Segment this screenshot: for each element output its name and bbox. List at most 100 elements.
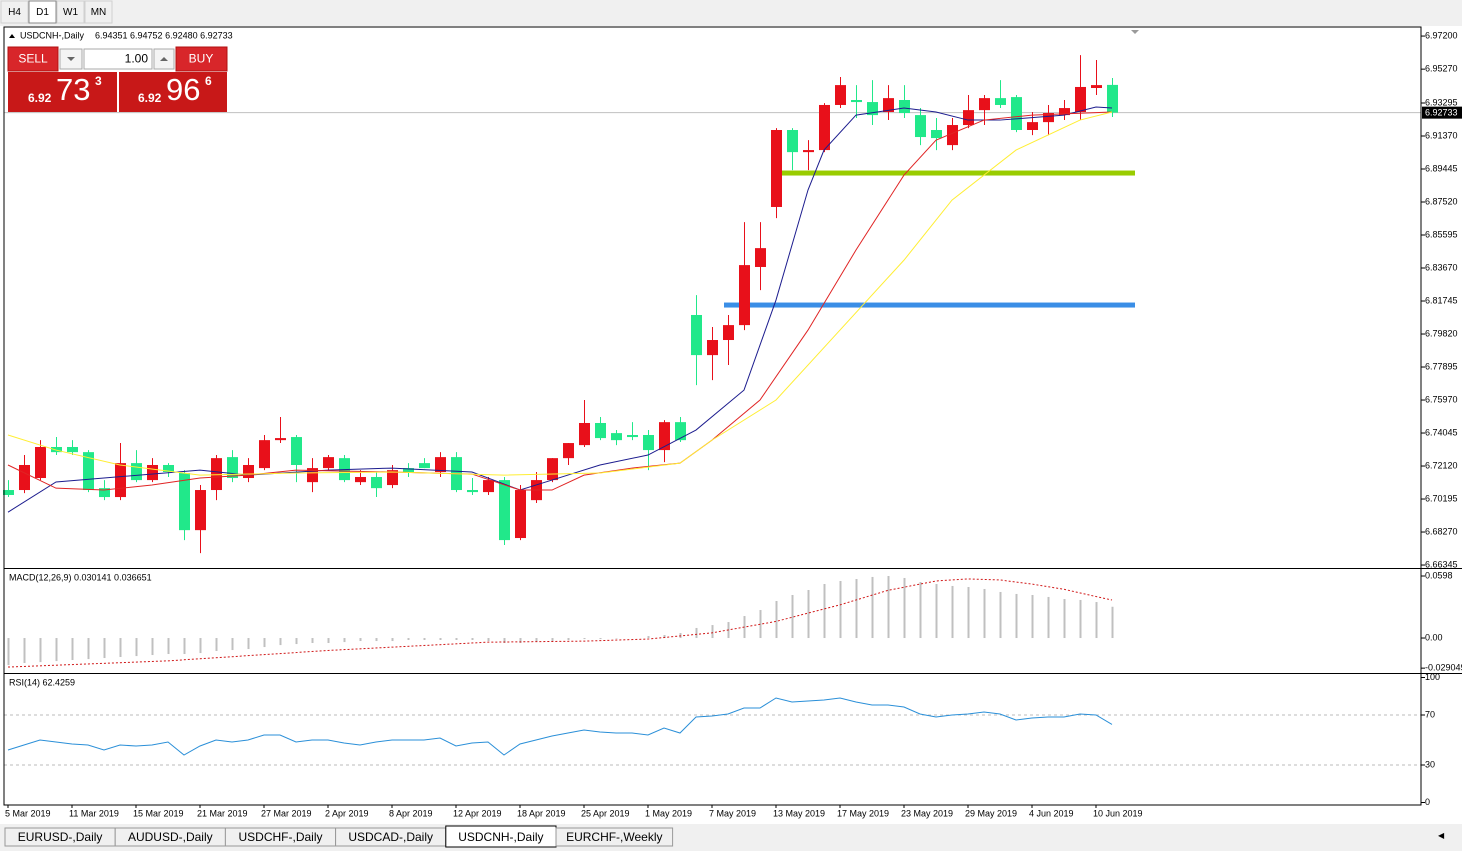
buy-button[interactable] — [175, 46, 228, 72]
timeframe-button[interactable] — [84, 0, 113, 24]
macd-bar — [519, 638, 522, 644]
timeframe-label: H4 — [8, 7, 21, 18]
macd-bar — [327, 638, 330, 644]
sell-price-big: 6.92 — [28, 91, 52, 105]
macd-bar — [775, 601, 778, 639]
indicator-title: MACD(12,26,9) 0.030141 0.036651 — [9, 572, 152, 582]
chart-tab[interactable] — [555, 827, 674, 847]
macd-bar — [295, 638, 298, 645]
candle-body — [195, 490, 206, 531]
x-tick-label: 4 Jun 2019 — [1029, 808, 1074, 818]
y-tick-label: 6.85595 — [1425, 229, 1458, 239]
y-tick-label: 6.93295 — [1425, 97, 1458, 107]
macd-bar — [71, 638, 74, 661]
y-tick-label: 6.72120 — [1425, 460, 1458, 470]
macd-bar — [39, 638, 42, 663]
horizontal-level — [772, 170, 1135, 176]
macd-bar — [823, 583, 826, 639]
timeframe-button[interactable] — [28, 0, 57, 24]
macd-bar — [407, 638, 410, 640]
candle-body — [1091, 85, 1102, 89]
candle-body — [915, 115, 926, 138]
candle-body — [211, 458, 222, 491]
y-tick-label: 70 — [1425, 709, 1435, 719]
macd-bar — [871, 576, 874, 639]
collapse-icon[interactable] — [9, 34, 15, 38]
candle-body — [755, 248, 766, 267]
lot-down-arrow — [67, 57, 75, 61]
macd-bar — [983, 588, 986, 639]
y-tick-label: 100 — [1425, 672, 1440, 682]
macd-bar — [215, 638, 218, 651]
macd-bar — [423, 638, 426, 640]
timeframe-label: MN — [91, 7, 107, 18]
candle-body — [243, 464, 254, 479]
candle-body — [579, 422, 590, 446]
signal-line — [7, 578, 1113, 668]
candle-body — [563, 443, 574, 459]
timeframe-button[interactable] — [0, 0, 29, 24]
y-tick-label: 6.95270 — [1425, 64, 1458, 74]
macd-bar — [183, 638, 186, 654]
candle-body — [675, 422, 686, 441]
candle-body — [1075, 86, 1086, 113]
macd-bar — [743, 616, 746, 639]
candle-body — [83, 452, 94, 491]
candle-body — [355, 476, 366, 483]
candle-body — [1027, 122, 1038, 131]
y-tick-label: -0.029049 — [1425, 663, 1462, 673]
y-tick-label: 0 — [1425, 797, 1430, 807]
macd-bar — [903, 577, 906, 639]
candle-body — [147, 464, 158, 481]
ohlc-values: 6.94351 6.94752 6.92480 6.92733 — [95, 30, 233, 40]
candle-body — [595, 422, 606, 439]
candle-body — [1043, 113, 1054, 123]
macd-bar — [503, 638, 506, 644]
macd-bar — [1015, 593, 1018, 639]
candle-body — [547, 458, 558, 481]
candle-body — [739, 265, 750, 326]
y-tick-label: 6.87520 — [1425, 196, 1458, 206]
lot-input[interactable] — [83, 48, 153, 70]
sell-price-pips: 73 — [56, 72, 90, 107]
sell-price-box[interactable] — [8, 72, 117, 112]
candle-body — [307, 468, 318, 483]
candle-body — [499, 480, 510, 541]
macd-bar — [471, 638, 474, 640]
candle-body — [931, 130, 942, 139]
macd-bar — [55, 638, 58, 662]
candle-body — [867, 102, 878, 116]
candle-body — [1011, 97, 1022, 131]
candle-body — [883, 98, 894, 113]
buy-price-point: 6 — [205, 74, 212, 88]
candle-body — [659, 422, 670, 451]
x-tick-label: 15 Mar 2019 — [133, 808, 184, 818]
timeframe-button[interactable] — [56, 0, 85, 24]
x-tick-label: 25 Apr 2019 — [581, 808, 630, 818]
macd-bar — [711, 625, 714, 639]
lot-up-arrow — [160, 57, 168, 61]
candle-body — [947, 125, 958, 146]
candle-body — [227, 457, 238, 479]
buy-price-box[interactable] — [119, 72, 227, 112]
candle-body — [259, 440, 270, 469]
candle-body — [387, 470, 398, 486]
y-tick-label: 6.89445 — [1425, 163, 1458, 173]
macd-bar — [1063, 599, 1066, 639]
indicator-title: RSI(14) 62.4259 — [9, 677, 75, 687]
chart-frame-outline — [3, 26, 1422, 806]
macd-bar — [551, 638, 554, 642]
macd-bar — [999, 591, 1002, 639]
candle-body — [835, 85, 846, 105]
sell-button[interactable] — [7, 46, 59, 72]
candle-body — [771, 130, 782, 207]
macd-bar — [615, 638, 618, 639]
x-tick-label: 5 Mar 2019 — [5, 808, 51, 818]
candle-body — [67, 446, 78, 453]
macd-bar — [663, 635, 666, 639]
candle-body — [995, 98, 1006, 105]
x-tick-label: 21 Mar 2019 — [197, 808, 248, 818]
y-tick-label: 6.70195 — [1425, 493, 1458, 503]
candle-body — [1107, 84, 1118, 113]
chart-tab-label: USDCAD-,Daily — [348, 830, 433, 844]
